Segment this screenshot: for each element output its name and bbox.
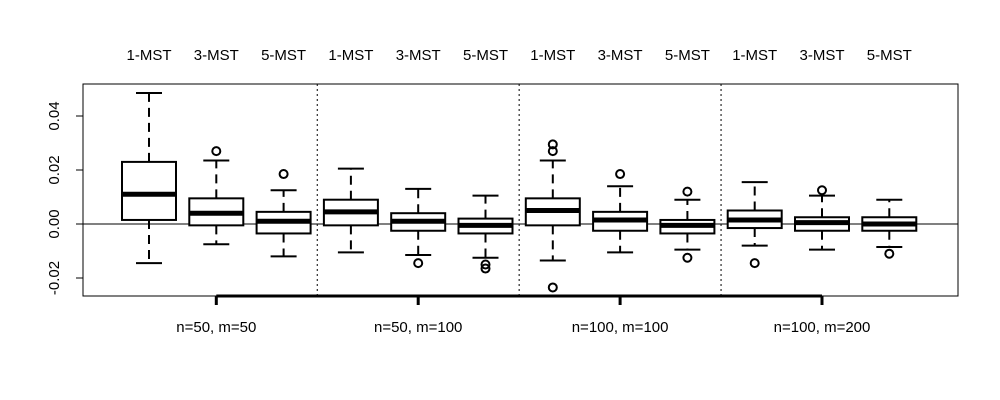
box-body: [121, 160, 177, 221]
box-1-1-mst: [121, 92, 177, 265]
outlier-point: [480, 263, 491, 274]
group-label: n=100, m=200: [774, 319, 871, 336]
top-label: 1-MST: [127, 47, 172, 64]
top-label: 5-MST: [261, 47, 306, 64]
box-4-5-mst: [861, 198, 918, 259]
top-label: 1-MST: [732, 47, 777, 64]
top-box-labels: 1-MST 3-MST 5-MST 1-MST 3-MST 5-MST 1-MST 3-MST…: [127, 47, 912, 64]
group-label: n=50, m=100: [374, 319, 462, 336]
group-label: n=50, m=50: [176, 319, 256, 336]
outlier-point: [884, 248, 895, 259]
group-separators: [316, 84, 722, 296]
outlier-point: [749, 258, 760, 269]
group-axis: n=50, m=50 n=50, m=100 n=100, m=100 n=100, …: [176, 294, 871, 336]
box-2-3-mst: [390, 187, 447, 269]
box-2-1-mst: [322, 167, 379, 254]
outlier-point: [547, 139, 558, 150]
y-tick-label: 0.00: [46, 209, 63, 238]
top-label: 1-MST: [328, 47, 373, 64]
box-3-1-mst: [524, 139, 581, 293]
y-tick-label: 0.02: [46, 155, 63, 184]
box-series: [121, 92, 918, 293]
top-label: 3-MST: [800, 47, 845, 64]
top-label: 1-MST: [530, 47, 575, 64]
y-tick-label: 0.04: [46, 101, 63, 130]
box-1-3-mst: [188, 146, 245, 246]
outlier-point: [817, 185, 827, 196]
outlier-point: [682, 186, 693, 197]
box-1-5-mst: [255, 169, 312, 258]
box-4-1-mst: [726, 181, 783, 269]
top-label: 5-MST: [665, 47, 710, 64]
outlier-point: [211, 146, 222, 157]
box-2-5-mst: [457, 194, 514, 274]
y-tick-label: -0.02: [46, 261, 63, 295]
outlier-point: [480, 259, 491, 270]
top-label: 5-MST: [867, 47, 912, 64]
group-label: n=100, m=100: [572, 319, 669, 336]
outlier-point: [278, 169, 289, 180]
outlier-point: [547, 146, 558, 157]
y-axis: -0.02 0.00 0.02 0.04: [46, 101, 83, 295]
top-label: 3-MST: [598, 47, 643, 64]
outlier-point: [682, 252, 693, 263]
box-3-5-mst: [659, 186, 716, 263]
outlier-point: [413, 258, 424, 269]
top-label: 5-MST: [463, 47, 508, 64]
outlier-point: [615, 169, 626, 180]
top-label: 3-MST: [194, 47, 239, 64]
top-label: 3-MST: [396, 47, 441, 64]
outlier-point: [547, 282, 558, 293]
box-4-3-mst: [794, 185, 850, 251]
box-3-3-mst: [592, 169, 649, 254]
